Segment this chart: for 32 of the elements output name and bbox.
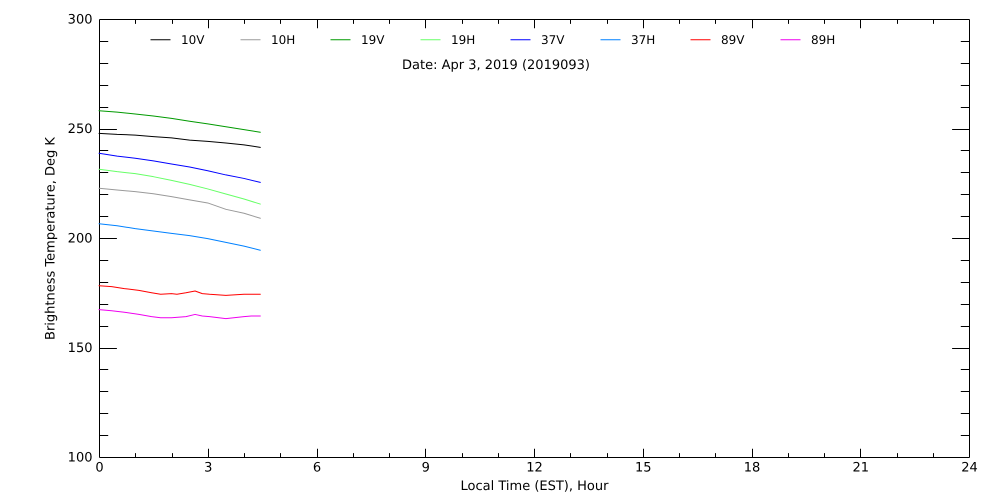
legend-label: 10V <box>181 32 206 47</box>
x-tick-label: 15 <box>634 460 652 476</box>
legend-label: 89V <box>721 32 746 47</box>
legend-label: 37V <box>541 32 566 47</box>
x-tick-label: 24 <box>961 460 978 476</box>
line-series <box>98 110 261 133</box>
x-tick-label: 9 <box>422 460 430 476</box>
y-tick-label: 250 <box>68 122 92 137</box>
legend-label: 19V <box>361 32 386 47</box>
line-series <box>98 309 261 320</box>
legend-label: 37H <box>631 32 656 47</box>
legend-label: 89H <box>811 32 836 47</box>
x-tick-label: 18 <box>744 460 760 476</box>
x-tick-label: 12 <box>526 460 543 476</box>
y-tick-label: 300 <box>68 12 92 28</box>
x-tick-label: 21 <box>852 460 870 476</box>
y-tick-label: 100 <box>68 450 92 466</box>
y-tick-label: 200 <box>68 232 92 246</box>
x-axis-title: Local Time (EST), Hour <box>460 478 610 494</box>
text: Date: Apr 3, 2019 (2019093) <box>402 58 590 73</box>
y-tick-label: 150 <box>68 341 92 356</box>
x-tick-label: 3 <box>204 460 212 476</box>
line-series <box>98 285 261 296</box>
legend-label: 10H <box>271 32 296 47</box>
line-series <box>98 168 261 205</box>
x-tick-label: 0 <box>95 460 104 476</box>
line-series <box>98 152 261 183</box>
y-axis-title: Brightness Temperature, Deg K <box>44 136 59 340</box>
line-series <box>98 188 261 219</box>
line-series <box>98 223 261 251</box>
legend-label: 19H <box>451 32 476 47</box>
x-tick-label: 6 <box>312 460 322 476</box>
